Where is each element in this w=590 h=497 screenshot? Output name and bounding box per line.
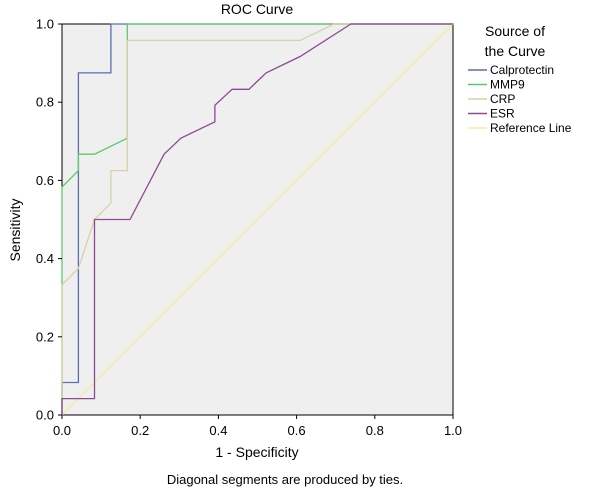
legend-label: Reference Line <box>490 121 572 135</box>
series-line-esr <box>61 23 453 415</box>
legend-label: Calprotectin <box>490 63 554 77</box>
y-tick-label: 1.0 <box>36 17 54 32</box>
y-tick-label: 0.8 <box>36 95 54 110</box>
footnote: Diagonal segments are produced by ties. <box>167 472 403 487</box>
y-tick-label: 0.6 <box>36 173 54 188</box>
x-tick-label: 0.0 <box>53 423 71 438</box>
x-tick-label: 0.8 <box>366 423 384 438</box>
x-tick-label: 0.2 <box>131 423 149 438</box>
y-tick-label: 0.4 <box>36 251 54 266</box>
chart-title: ROC Curve <box>221 1 294 17</box>
legend-label: CRP <box>490 92 515 106</box>
x-axis-title: 1 - Specificity <box>215 444 298 460</box>
x-tick-label: 1.0 <box>444 423 462 438</box>
tick-layer: 0.0 0.2 0.4 0.6 0.8 1.0 0.0 0.2 0.4 0.6 0.8 1.0 <box>36 17 462 439</box>
y-tick-label: 0.2 <box>36 329 54 344</box>
x-tick-label: 0.4 <box>209 423 227 438</box>
legend-label: MMP9 <box>490 78 525 92</box>
y-tick-label: 0.0 <box>36 408 54 423</box>
legend-label: ESR <box>490 107 515 121</box>
series-line-reference-line <box>61 23 454 416</box>
legend-title-line1: Source of <box>485 23 545 39</box>
series-layer <box>61 23 454 416</box>
legend: Source of the Curve CalprotectinMMP9CRPE… <box>468 23 572 135</box>
legend-title-line2: the Curve <box>485 43 546 59</box>
y-axis-title: Sensitivity <box>7 198 23 261</box>
x-tick-label: 0.6 <box>288 423 306 438</box>
series-line-crp <box>61 23 453 415</box>
